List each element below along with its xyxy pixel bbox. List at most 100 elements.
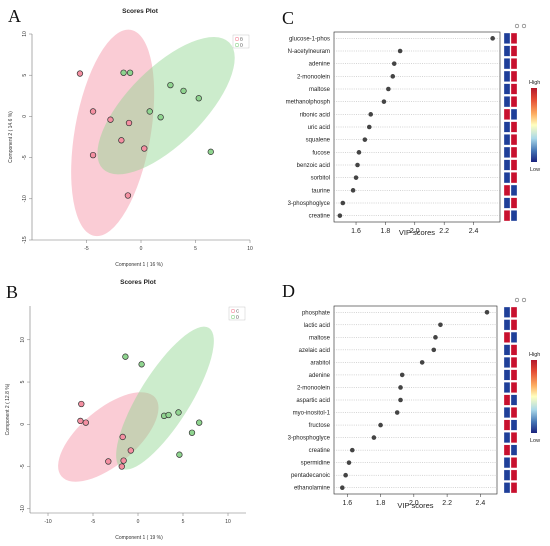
y-tick-label: 10 [20,337,26,343]
y-tick-label: 0 [22,115,28,118]
heat-cell-d [510,444,518,456]
vip-point [340,200,346,206]
legend-box [232,34,250,49]
x-tick-label: -5 [84,246,89,252]
colorbar-low-label: Low [530,438,540,444]
y-tick-label: -10 [20,505,26,512]
heat-cell-c [503,444,511,456]
heat-cell-c [503,432,511,444]
heat-cell-b [503,58,511,70]
vip-point [378,422,383,428]
x-tick-label: 2.0 [410,228,420,235]
vip-point [397,48,403,54]
heat-cell-b [503,70,511,82]
heat-cell-d [510,319,518,331]
heat-cell-c [503,356,511,368]
metabolite-label: squalene [306,138,331,144]
data-point-b [141,145,148,152]
heat-cell-c [503,469,511,481]
data-point-b [89,108,97,115]
y-axis-label: Component 2 ( 12.8 %) [5,383,11,435]
vip-point [484,309,490,315]
metabolite-label: creatine [309,448,331,454]
heat-cell-b [503,210,511,222]
legend-label: C [236,309,240,314]
vip-point [366,124,372,130]
data-point-d [195,95,202,102]
colorbar-low-label: Low [530,167,540,173]
vip-point [381,99,387,104]
metabolite-label: taurine [312,188,331,194]
metabolite-label: pentadecanoic [291,473,330,479]
heat-cell-c [503,331,511,343]
y-tick-label: 10 [22,31,28,37]
legend-label: B [240,37,243,42]
heat-cell-d [510,407,518,418]
heat-cell-d [510,369,518,381]
scores-plot-a: Scores Plot -5 0 5 10 -15 -10 -5 0 5 10 Component 1… [8,8,253,268]
data-point-d [157,114,164,121]
vip-point [353,175,359,180]
metabolite-label: 2-monoolein [297,74,330,80]
heat-cell-d [510,344,518,356]
vip-point [398,385,403,390]
legend-box [228,306,246,321]
metabolite-label: 3-phosphoglyce [288,436,331,442]
data-point-b [124,192,132,199]
heat-cell-d [510,108,518,120]
x-axis-label: VIP scores [399,228,435,237]
heat-cell-d [510,457,518,469]
heat-cell-d [510,382,518,393]
x-tick-label: 1.6 [342,500,352,507]
panel-letter-a: A [8,6,21,26]
colorbar [531,88,537,162]
vip-plot-d: phosphate lactic acid maltose azelaic acid a… [288,297,540,510]
heat-column-icon [514,297,520,303]
metabolite-label: fucose [312,150,330,156]
metabolite-label: fructose [309,423,331,429]
heat-cell-b [503,121,511,133]
panel-letter-b: B [6,282,18,302]
x-tick-label: 2.0 [409,500,419,507]
plot-title: Scores Plot [122,8,159,15]
vip-point [399,372,405,378]
vip-point [337,213,343,218]
x-tick-label: 2.4 [469,228,479,235]
y-tick-label: 5 [20,380,26,383]
heat-column-icon [514,23,520,29]
y-tick-label: -15 [22,236,28,243]
colorbar [531,360,537,433]
data-point-d [165,411,172,419]
heat-cell-c [503,407,511,418]
heat-cell-b [503,45,511,57]
data-point-b [107,116,114,123]
data-point-c [78,400,85,408]
confidence-ellipse-c [58,392,159,482]
heat-cell-d [510,32,518,44]
heat-cell-d [510,306,518,318]
heat-cell-c [503,382,511,393]
heat-cell-c [503,419,511,431]
heat-cell-d [510,469,518,481]
x-tick-label: 2.2 [439,228,449,235]
heat-cell-c [503,344,511,356]
y-tick-label: -5 [20,464,26,469]
heat-cell-b [503,32,511,44]
data-point-c [77,417,84,425]
heat-cell-c [503,319,511,331]
heat-cell-d [510,172,518,184]
vip-point [340,485,345,491]
metabolite-label: adenine [309,373,331,379]
heat-cell-b [503,134,511,146]
heat-cell-d [510,159,518,171]
metabolite-label: maltose [309,87,331,93]
heat-cell-b [503,108,511,120]
data-point-d [146,108,153,115]
vip-point [398,397,403,403]
vip-point [362,137,368,142]
legend-marker [235,42,240,47]
vip-point [438,322,443,328]
heat-column-icon [521,297,527,303]
y-axis-label: Component 2 ( 14.6 %) [8,111,14,163]
data-point-d [180,87,187,95]
